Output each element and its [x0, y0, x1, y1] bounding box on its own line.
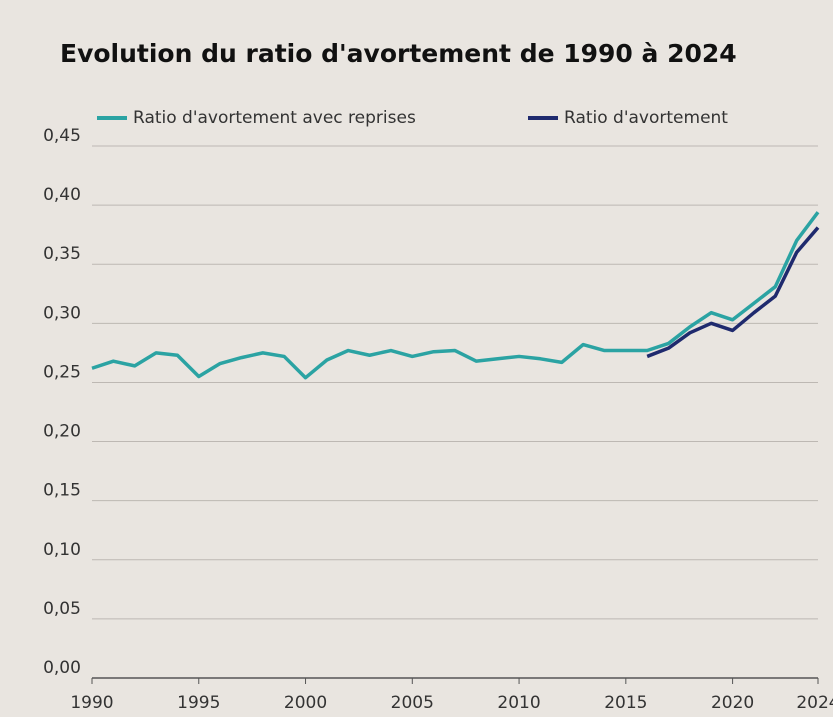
x-tick-label: 2010 — [497, 693, 540, 713]
y-tick-label: 0,20 — [43, 422, 81, 442]
y-tick-label: 0,25 — [43, 362, 81, 382]
y-tick-label: 0,40 — [43, 185, 81, 205]
chart-title: Evolution du ratio d'avortement de 1990 … — [60, 39, 737, 68]
x-tick-label: 2015 — [604, 693, 647, 713]
y-tick-label: 0,15 — [43, 481, 81, 501]
y-tick-label: 0,30 — [43, 303, 81, 323]
legend-label: Ratio d'avortement — [564, 108, 728, 128]
data-line — [91, 211, 820, 380]
y-tick-label: 0,00 — [43, 658, 81, 678]
x-tick-label: 1995 — [177, 693, 220, 713]
y-tick-label: 0,45 — [43, 126, 81, 146]
x-tick-label: 2005 — [391, 693, 434, 713]
data-line — [646, 226, 820, 359]
x-tick-label: 2024 — [796, 693, 833, 713]
y-tick-label: 0,10 — [43, 540, 81, 560]
y-tick-label: 0,35 — [43, 244, 81, 264]
x-tick-label: 2000 — [284, 693, 327, 713]
x-tick-label: 1990 — [70, 693, 113, 713]
legend-label: Ratio d'avortement avec reprises — [133, 108, 416, 128]
y-tick-label: 0,05 — [43, 599, 81, 619]
x-tick-label: 2020 — [711, 693, 754, 713]
